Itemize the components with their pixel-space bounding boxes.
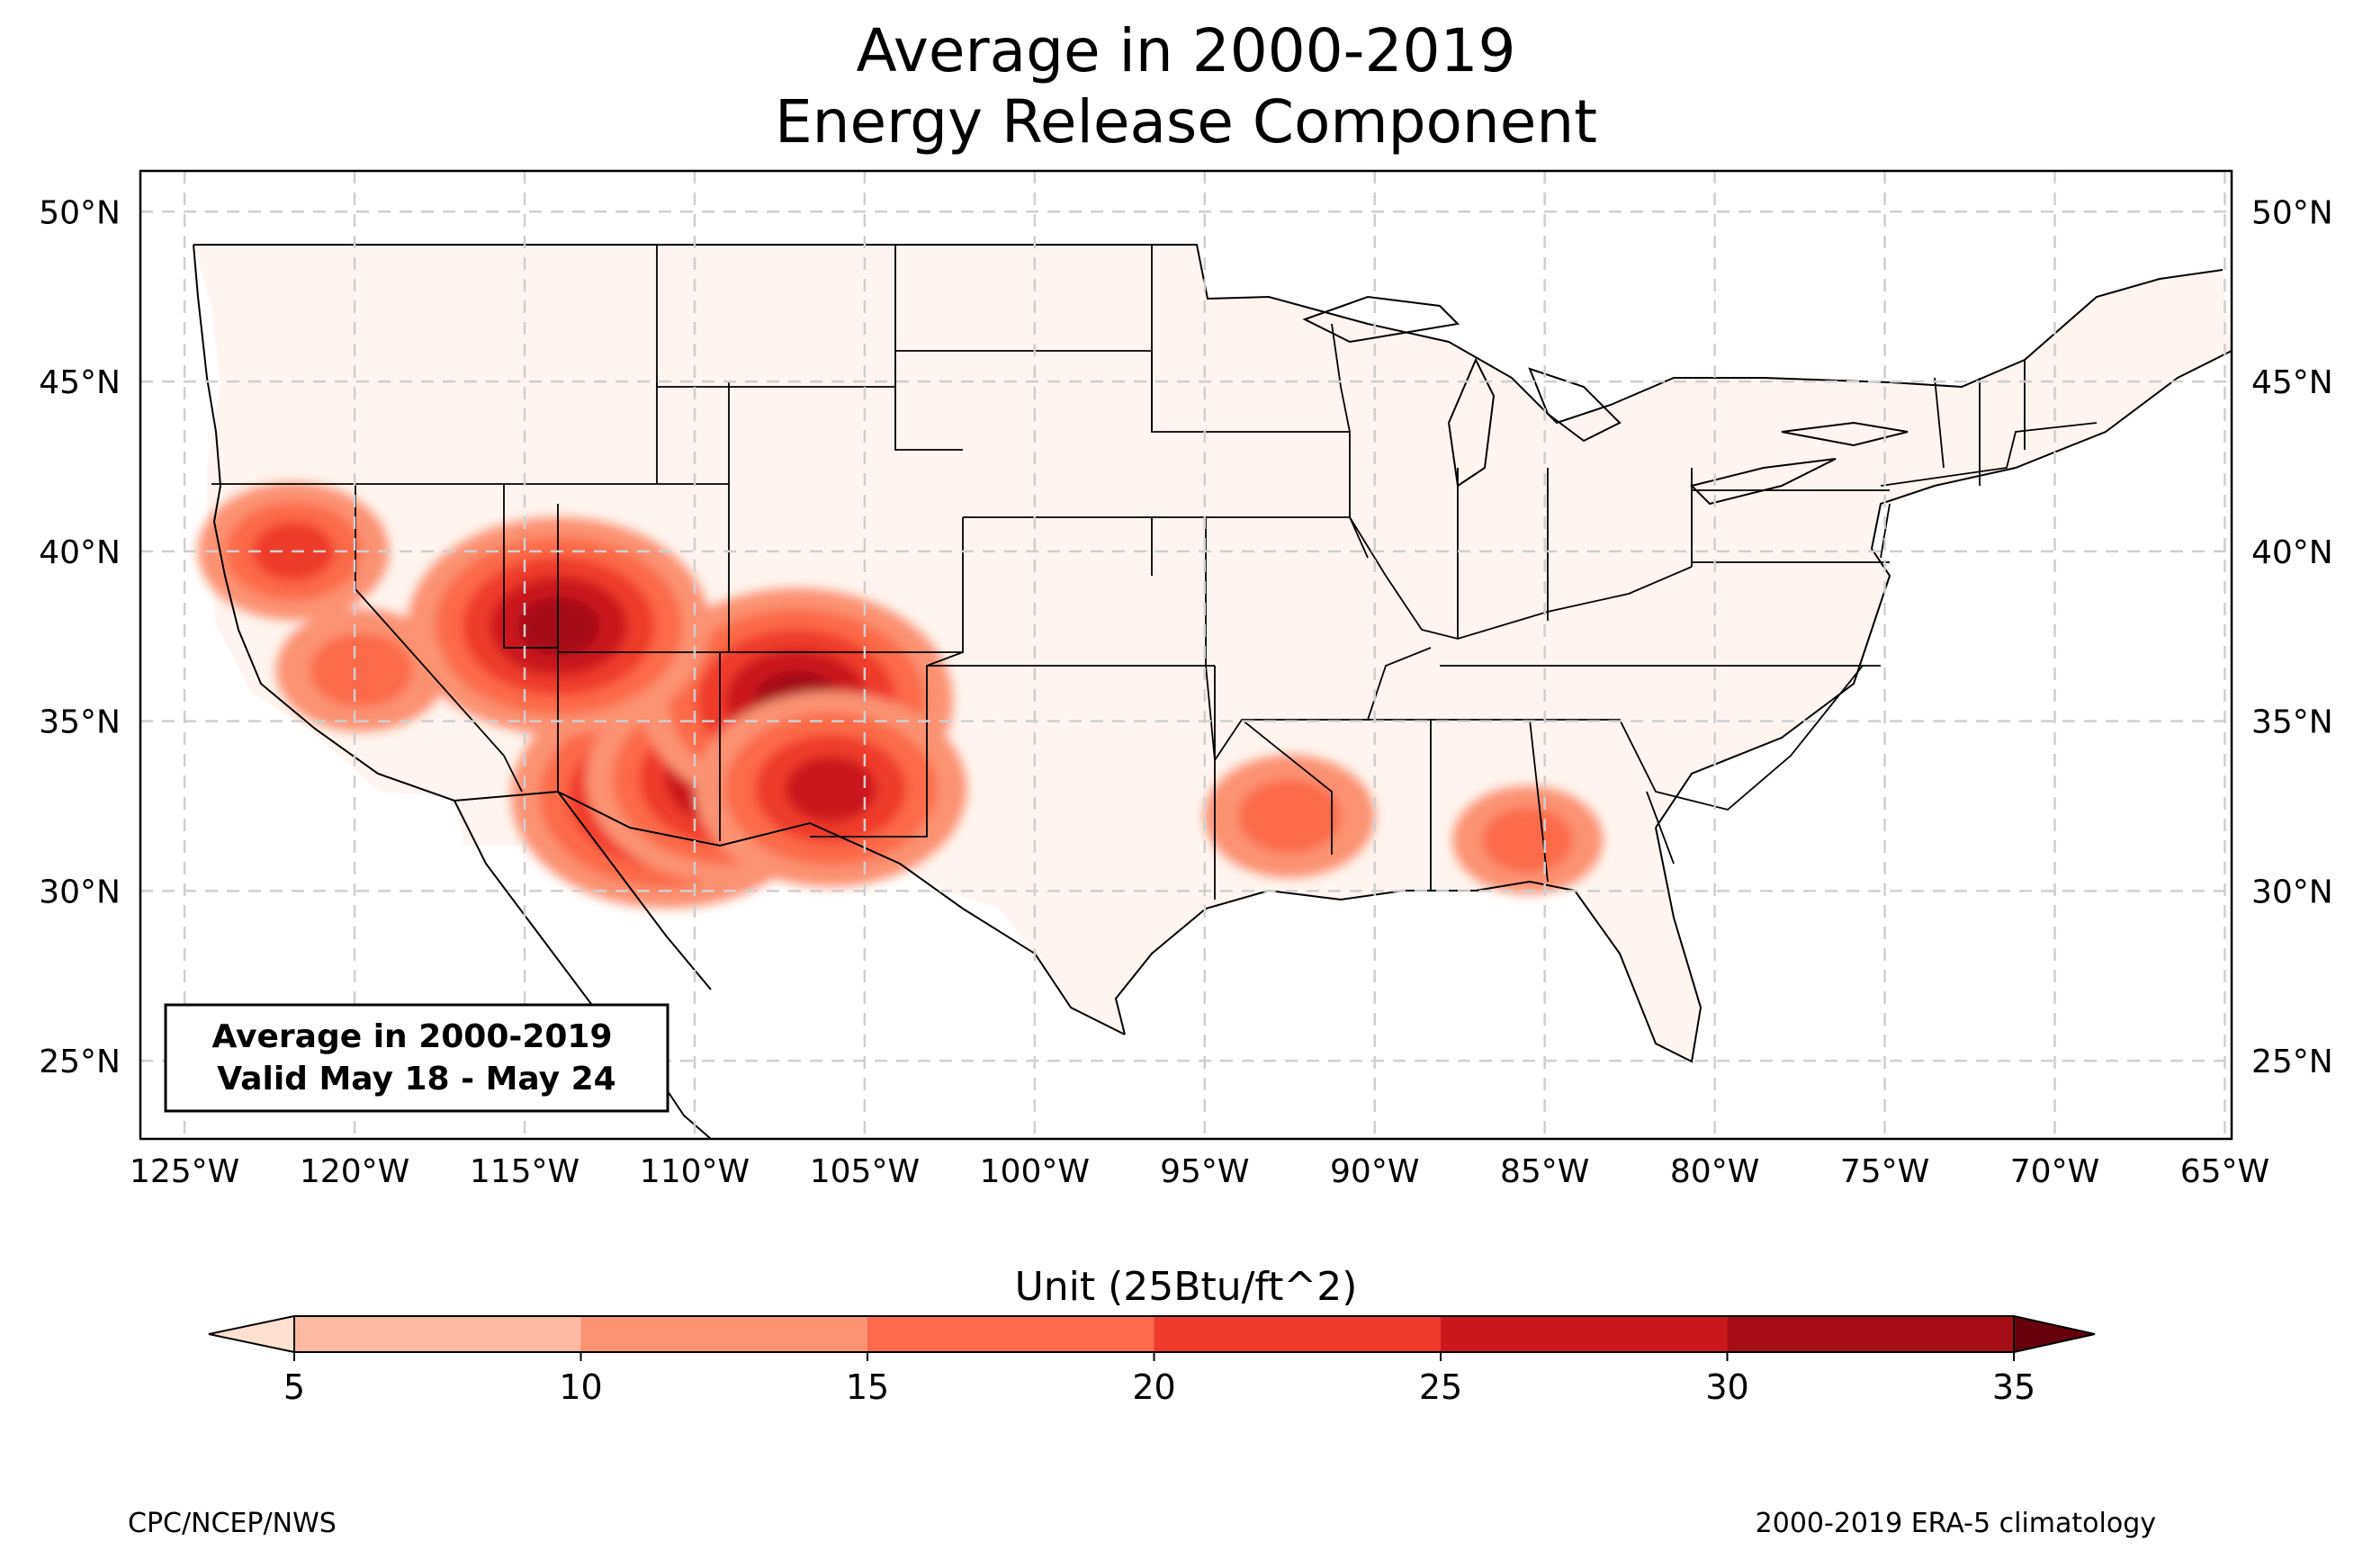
lon-tick-label: 70°W: [2010, 1153, 2099, 1190]
colorbar-segment: [867, 1316, 1155, 1352]
atlantic-coastline: [1655, 350, 2232, 829]
lat-tick-label-right: 30°N: [2251, 874, 2333, 910]
longitude-labels: 125°W 120°W 115°W 110°W 105°W 100°W 95°W 90°W 85…: [130, 1153, 2269, 1190]
colorbar-tick-label: 5: [283, 1367, 305, 1407]
graticule: [140, 171, 2232, 1139]
colorbar-tick-label: 15: [846, 1367, 889, 1407]
lon-tick-label: 120°W: [300, 1153, 409, 1190]
lon-tick-label: 90°W: [1330, 1153, 1419, 1190]
lon-tick-label: 115°W: [470, 1153, 580, 1190]
hotspot-contour: [1482, 807, 1574, 873]
lat-tick-label-left: 25°N: [39, 1044, 121, 1080]
boundary-south: [1205, 647, 1881, 900]
colorbar-extend-high: [2013, 1314, 2096, 1354]
map-content: [140, 171, 2232, 1139]
colorbar-segment: [580, 1316, 868, 1352]
pacific-coastline: [193, 244, 455, 802]
hotspot-contour: [785, 756, 876, 822]
lat-tick-label-right: 50°N: [2251, 194, 2333, 231]
lat-tick-label-left: 40°N: [39, 534, 121, 571]
boundary-northern-plains: [656, 245, 1207, 666]
info-box-line1: Average in 2000-2019: [211, 1018, 612, 1055]
colorbar-tick-label: 20: [1132, 1367, 1175, 1407]
lat-tick-label-right: 35°N: [2251, 704, 2333, 741]
footer-right: 2000-2019 ERA-5 climatology: [1755, 1508, 2156, 1539]
lon-tick-label: 110°W: [640, 1153, 750, 1190]
colorbar-tick-label: 25: [1419, 1367, 1462, 1407]
boundary-northeast: [1880, 360, 2098, 559]
info-box-line2: Valid May 18 - May 24: [217, 1061, 615, 1098]
lat-tick-label-left: 35°N: [39, 704, 121, 741]
colorbar: 5 10 15 20 25 30 35: [208, 1314, 2096, 1407]
colorbar-segment: [294, 1316, 582, 1352]
map-title-line2: Energy Release Component: [774, 87, 1598, 157]
lon-tick-label: 95°W: [1160, 1153, 1249, 1190]
footer-left: CPC/NCEP/NWS: [128, 1508, 337, 1539]
lon-tick-label: 65°W: [2180, 1153, 2269, 1190]
mexico-border: [454, 790, 1126, 1035]
lat-tick-label-left: 30°N: [39, 874, 121, 910]
lon-tick-label: 100°W: [980, 1153, 1090, 1190]
latitude-labels-left: 50°N 45°N 40°N 35°N 30°N 25°N: [39, 194, 121, 1080]
colorbar-segment: [1727, 1316, 2015, 1352]
conus-base-fill: [193, 245, 2232, 1062]
lat-tick-label-left: 50°N: [39, 194, 121, 231]
hotspot-contour: [310, 632, 413, 708]
latitude-labels-right: 50°N 45°N 40°N 35°N 30°N 25°N: [2251, 194, 2333, 1080]
canada-border: [193, 244, 2224, 425]
lat-tick-label-right: 40°N: [2251, 534, 2333, 571]
lat-tick-label-right: 25°N: [2251, 1044, 2333, 1080]
gulf-coastline: [1114, 827, 1703, 1063]
lat-tick-label-right: 45°N: [2251, 364, 2333, 401]
state-boundaries: [211, 245, 2098, 900]
colorbar-tick-label: 10: [559, 1367, 602, 1407]
lon-tick-label: 80°W: [1670, 1153, 1759, 1190]
coastlines: [193, 244, 2232, 1139]
great-lakes-outline: [1302, 295, 1909, 506]
map-title-line1: Average in 2000-2019: [856, 16, 1516, 85]
energy-release-shading: [197, 482, 1604, 909]
info-box: Average in 2000-2019 Valid May 18 - May …: [164, 1003, 669, 1113]
map-frame: [139, 169, 2233, 1141]
boundary-midwest: [1206, 323, 1890, 640]
colorbar-segment: [1441, 1316, 1729, 1352]
hotspot-contour: [1238, 779, 1342, 854]
lat-tick-label-left: 45°N: [39, 364, 121, 401]
info-box-frame: [164, 1003, 669, 1113]
colorbar-segment: [1154, 1316, 1442, 1352]
lon-tick-label: 105°W: [810, 1153, 920, 1190]
lon-tick-label: 75°W: [1840, 1153, 1929, 1190]
lon-tick-label: 125°W: [130, 1153, 239, 1190]
lon-tick-label: 85°W: [1500, 1153, 1589, 1190]
colorbar-tick-label: 30: [1705, 1367, 1748, 1407]
colorbar-extend-low: [208, 1314, 295, 1354]
colorbar-tick-label: 35: [1992, 1367, 2035, 1407]
colorbar-title: Unit (25Btu/ft^2): [1014, 1264, 1358, 1310]
